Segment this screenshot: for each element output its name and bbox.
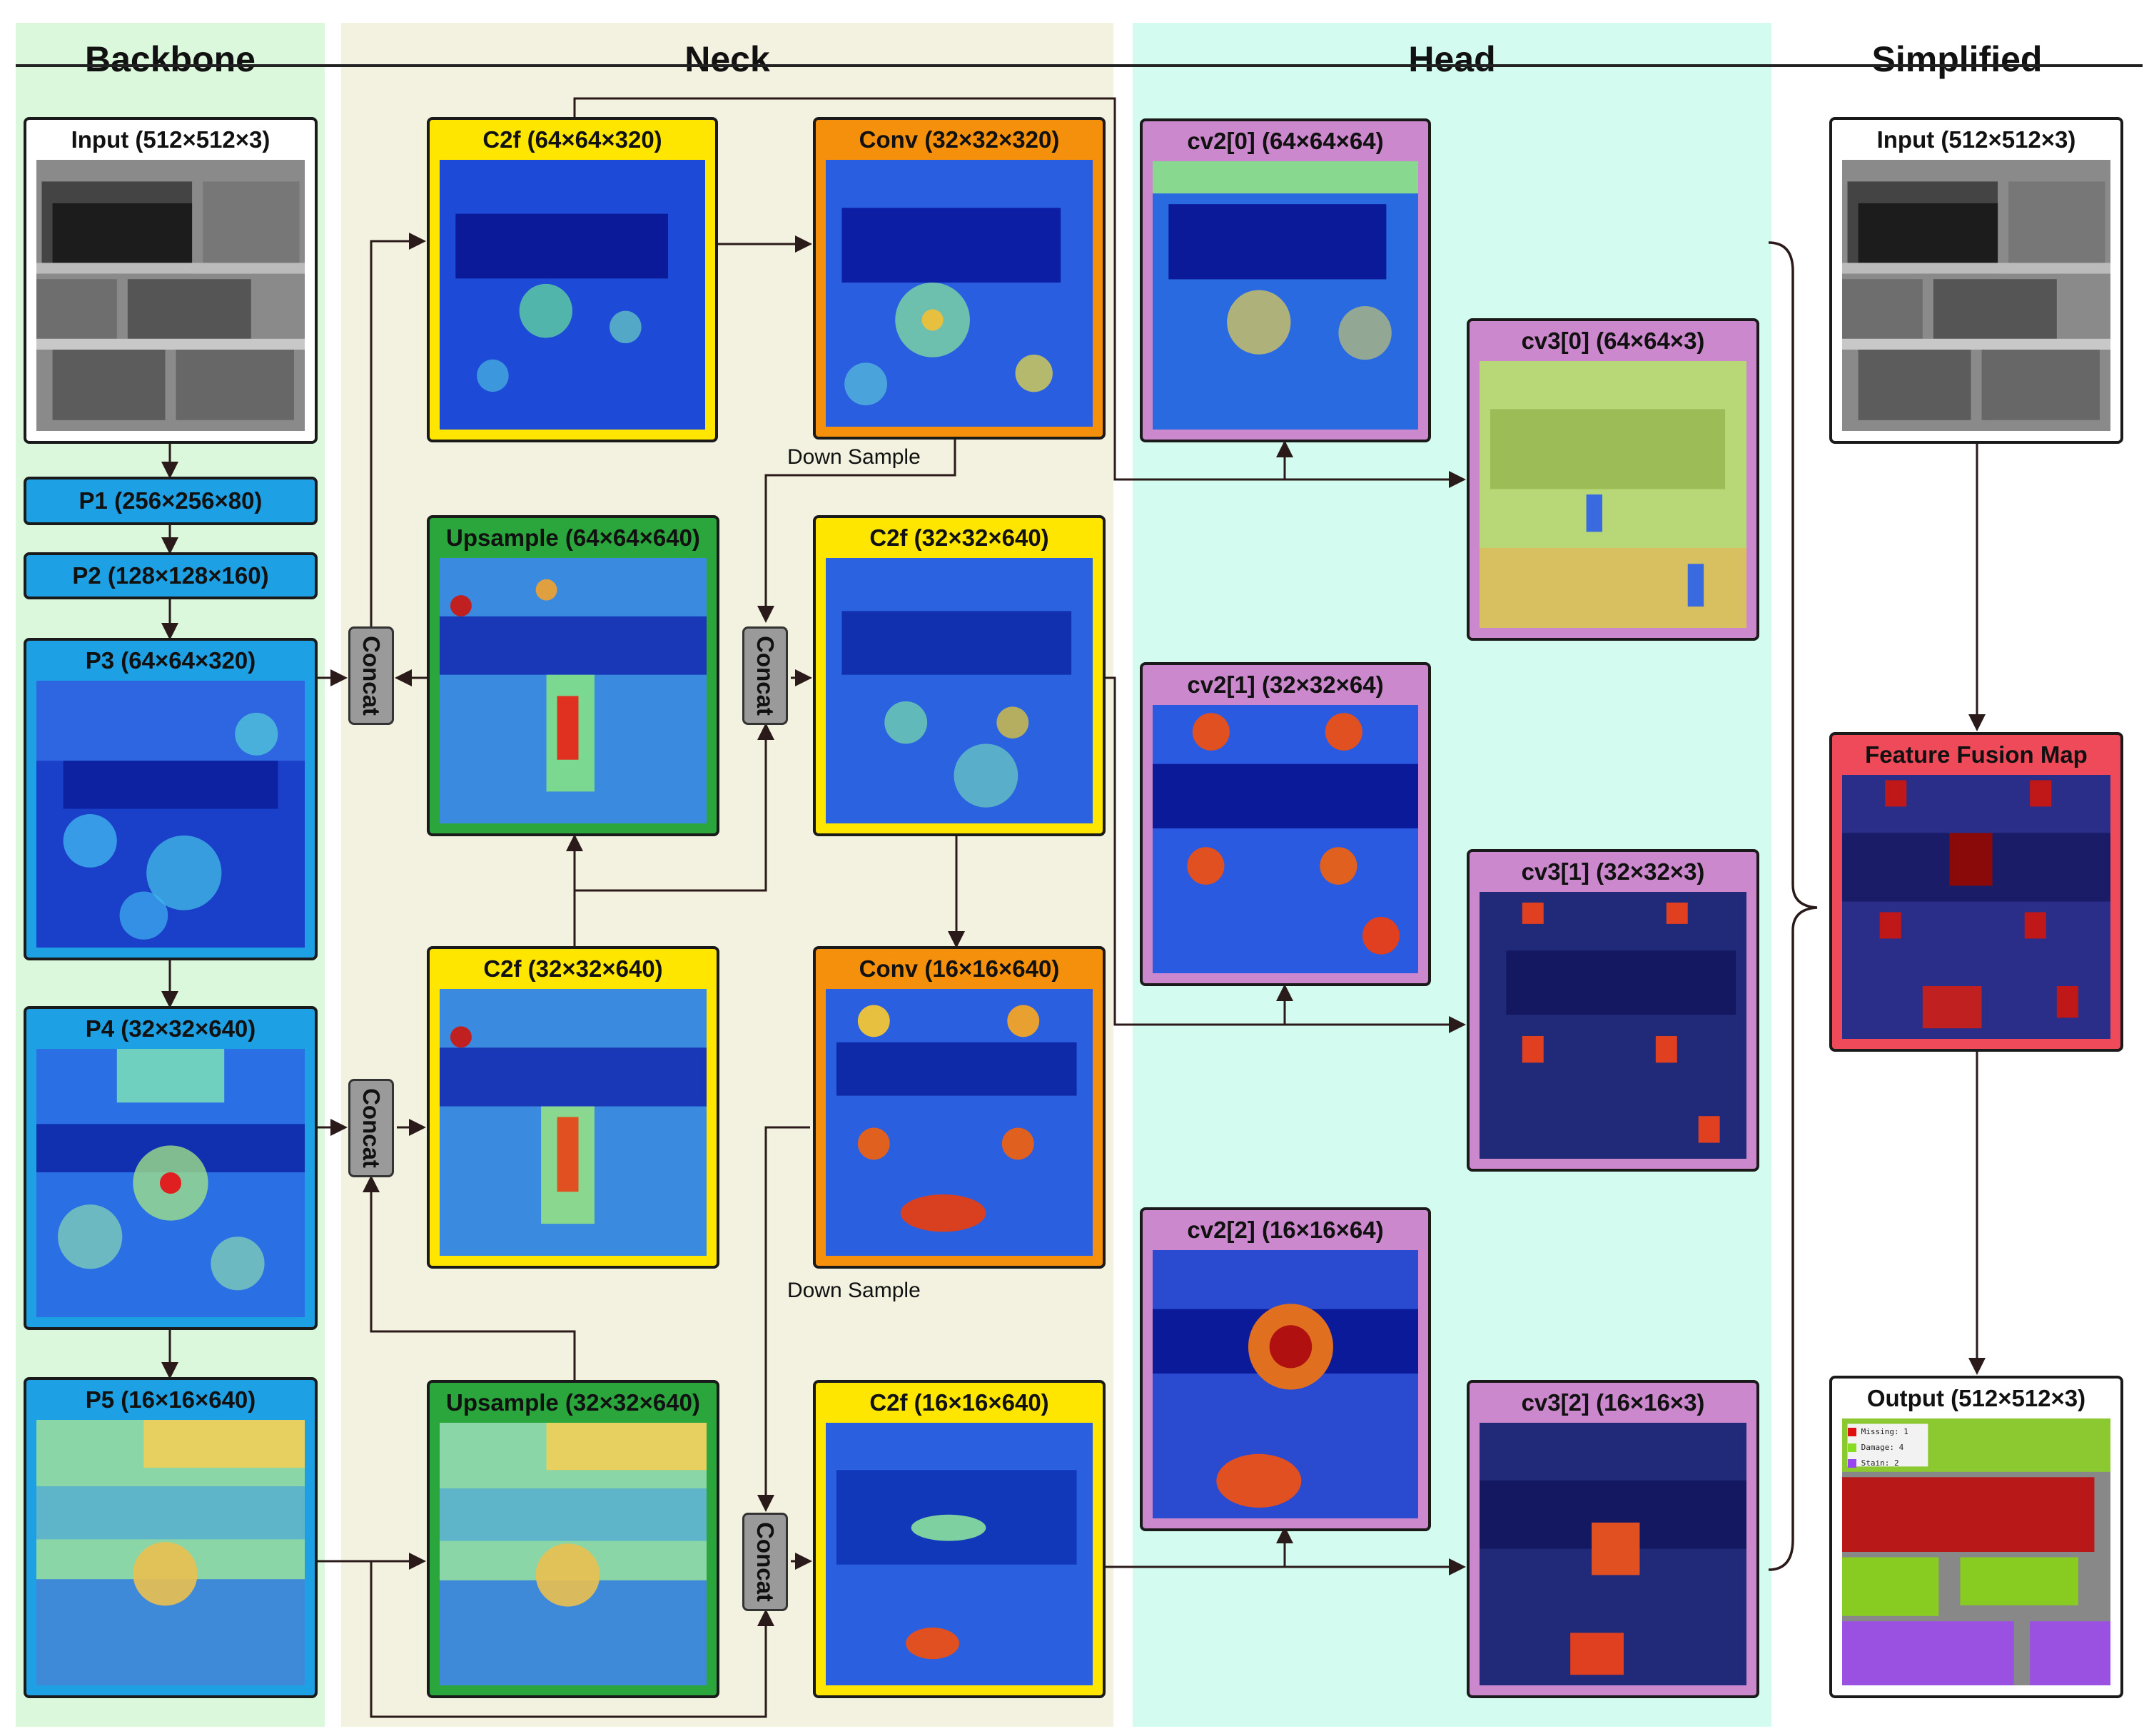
- p3-title: P3 (64×64×320): [85, 647, 256, 674]
- c2f-p4-node: C2f (32×32×640): [427, 946, 719, 1269]
- c2f-top-title: C2f (64×64×320): [482, 126, 662, 153]
- legend-missing-label: Missing: 1: [1861, 1427, 1908, 1436]
- down-sample-label-1: Down Sample: [787, 445, 921, 469]
- feature-fusion-node: Feature Fusion Map: [1829, 732, 2123, 1052]
- c2f-bottom-heatmap: [826, 1423, 1093, 1685]
- legend-stain-swatch: [1848, 1459, 1856, 1468]
- cv2-2-title: cv2[2] (16×16×64): [1187, 1217, 1384, 1243]
- conv-mid-title: Conv (16×16×640): [859, 955, 1060, 982]
- simplified-region: Simplified: [1771, 23, 2143, 79]
- p2-block: P2 (128×128×160): [24, 552, 318, 599]
- upsample-top-heatmap: [440, 558, 707, 823]
- feature-fusion-map: [1842, 775, 2110, 1039]
- input-image: [36, 160, 305, 431]
- simplified-input-node: Input (512×512×3): [1829, 117, 2123, 444]
- conv-mid-node: Conv (16×16×640): [813, 946, 1106, 1269]
- c2f-bottom-title: C2f (16×16×640): [869, 1389, 1049, 1416]
- cv3-2-title: cv3[2] (16×16×3): [1521, 1389, 1705, 1416]
- p4-heatmap: [36, 1049, 305, 1317]
- legend-missing: Missing: 1: [1848, 1424, 1932, 1440]
- concat-block-4: Concat: [742, 1513, 788, 1611]
- cv3-2-heatmap: [1480, 1423, 1746, 1685]
- upsample-bottom-node: Upsample (32×32×640): [427, 1380, 719, 1698]
- concat-label-3: Concat: [358, 1088, 385, 1168]
- concat-label-2: Concat: [752, 636, 779, 716]
- p5-heatmap: [36, 1420, 305, 1685]
- simplified-heading: Simplified: [1871, 39, 2043, 79]
- upsample-bottom-title: Upsample (32×32×640): [446, 1389, 700, 1416]
- feature-fusion-title: Feature Fusion Map: [1865, 741, 2088, 768]
- legend-damage-swatch: [1848, 1443, 1856, 1452]
- p3-heatmap: [36, 681, 305, 948]
- cv2-2-node: cv2[2] (16×16×64): [1140, 1207, 1431, 1531]
- legend-stain: Stain: 2: [1848, 1456, 1932, 1471]
- c2f-top-heatmap: [440, 160, 705, 430]
- c2f-p4-heatmap: [440, 989, 707, 1256]
- c2f-mid-heatmap: [826, 558, 1093, 823]
- p4-title: P4 (32×32×640): [85, 1015, 256, 1042]
- cv3-0-node: cv3[0] (64×64×3): [1467, 318, 1759, 641]
- c2f-mid-node: C2f (32×32×640): [813, 515, 1106, 836]
- cv2-1-node: cv2[1] (32×32×64): [1140, 662, 1431, 986]
- p1-block: P1 (256×256×80): [24, 477, 318, 525]
- backbone-input-title: Input (512×512×3): [71, 126, 270, 153]
- output-node: Output (512×512×3) Missing: 1 Damage: 4: [1829, 1376, 2123, 1698]
- legend-damage-label: Damage: 4: [1861, 1443, 1904, 1452]
- header-divider: [16, 64, 2143, 67]
- p3-node: P3 (64×64×320): [24, 638, 318, 960]
- upsample-bottom-heatmap: [440, 1423, 707, 1685]
- concat-block-1: Concat: [348, 626, 394, 725]
- head-heading: Head: [1408, 39, 1496, 79]
- conv-top-node: Conv (32×32×320): [813, 117, 1106, 440]
- conv-mid-heatmap: [826, 989, 1093, 1256]
- cv2-0-heatmap: [1153, 161, 1418, 430]
- p5-title: P5 (16×16×640): [85, 1386, 256, 1413]
- p4-node: P4 (32×32×640): [24, 1006, 318, 1330]
- cv2-0-node: cv2[0] (64×64×64): [1140, 118, 1431, 442]
- cv3-1-title: cv3[1] (32×32×3): [1521, 858, 1705, 885]
- p5-node: P5 (16×16×640): [24, 1377, 318, 1698]
- cv3-0-heatmap: [1480, 361, 1746, 628]
- cv2-2-heatmap: [1153, 1250, 1418, 1518]
- upsample-top-title: Upsample (64×64×640): [446, 524, 700, 551]
- c2f-mid-title: C2f (32×32×640): [869, 524, 1049, 551]
- neck-heading: Neck: [684, 39, 770, 79]
- cv2-1-title: cv2[1] (32×32×64): [1187, 671, 1384, 698]
- cv3-1-node: cv3[1] (32×32×3): [1467, 849, 1759, 1172]
- c2f-bottom-node: C2f (16×16×640): [813, 1380, 1106, 1698]
- output-segmentation: [1842, 1418, 2110, 1685]
- legend-damage: Damage: 4: [1848, 1440, 1932, 1456]
- c2f-p4-title: C2f (32×32×640): [483, 955, 663, 982]
- legend-missing-swatch: [1848, 1428, 1856, 1436]
- output-title: Output (512×512×3): [1866, 1385, 2086, 1411]
- backbone-input-node: Input (512×512×3): [24, 117, 318, 444]
- cv3-0-title: cv3[0] (64×64×3): [1521, 328, 1705, 354]
- output-legend: Missing: 1 Damage: 4 Stain: 2: [1848, 1424, 1932, 1474]
- cv3-2-node: cv3[2] (16×16×3): [1467, 1380, 1759, 1698]
- legend-stain-label: Stain: 2: [1861, 1458, 1899, 1468]
- c2f-top-node: C2f (64×64×320): [427, 117, 718, 442]
- concat-block-3: Concat: [348, 1079, 394, 1177]
- simplified-input-title: Input (512×512×3): [1876, 126, 2076, 153]
- simplified-input-image: [1842, 160, 2110, 431]
- cv3-1-heatmap: [1480, 892, 1746, 1159]
- concat-label-1: Concat: [358, 636, 385, 716]
- backbone-heading: Backbone: [85, 39, 256, 79]
- conv-top-heatmap: [826, 160, 1093, 427]
- concat-label-4: Concat: [752, 1522, 779, 1602]
- p2-label: P2 (128×128×160): [72, 562, 269, 589]
- concat-block-2: Concat: [742, 626, 788, 725]
- upsample-top-node: Upsample (64×64×640): [427, 515, 719, 836]
- p1-label: P1 (256×256×80): [79, 487, 263, 514]
- down-sample-label-2: Down Sample: [787, 1279, 921, 1302]
- conv-top-title: Conv (32×32×320): [859, 126, 1060, 153]
- cv2-1-heatmap: [1153, 705, 1418, 973]
- cv2-0-title: cv2[0] (64×64×64): [1187, 128, 1384, 154]
